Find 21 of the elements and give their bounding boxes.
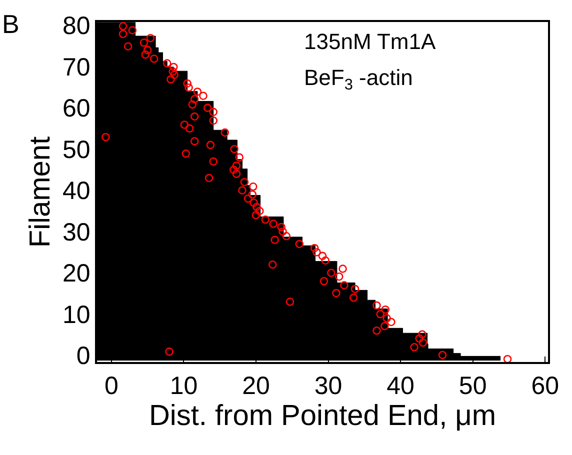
y-axis-title: Filament <box>24 136 56 248</box>
y-tick-label: 20 <box>62 260 90 288</box>
x-tick-label: 20 <box>242 372 270 400</box>
y-tick-label: 10 <box>62 300 90 329</box>
y-tick-label: 0 <box>76 342 90 370</box>
x-tick-label: 50 <box>458 372 487 400</box>
x-tick-label: 60 <box>531 372 560 400</box>
y-tick-label: 80 <box>62 12 90 40</box>
y-tick-label: 50 <box>62 136 90 164</box>
y-tick-label: 60 <box>62 94 90 123</box>
x-tick-label: 0 <box>104 372 118 400</box>
y-tick-label: 40 <box>62 177 90 206</box>
x-tick-label: 10 <box>170 372 198 400</box>
y-tick-label: 70 <box>62 53 90 82</box>
annotation: 135nM Tm1A <box>304 29 436 54</box>
y-tick-label: 30 <box>62 218 90 246</box>
x-tick-label: 40 <box>386 372 414 400</box>
x-axis-title: Dist. from Pointed End, μm <box>148 400 496 432</box>
x-tick-label: 30 <box>314 372 342 400</box>
text: B <box>2 9 20 39</box>
annotation: BeF$_{3}$ -actin <box>304 65 413 94</box>
